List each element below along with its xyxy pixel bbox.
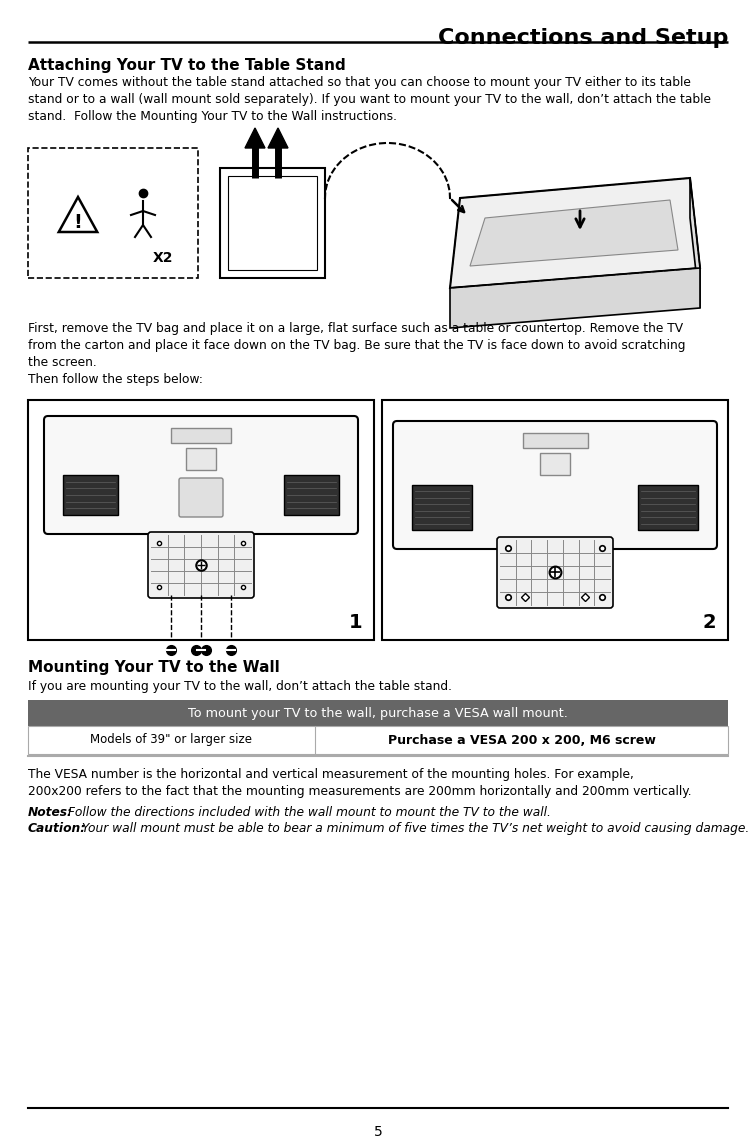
Polygon shape (450, 178, 700, 288)
Polygon shape (268, 128, 288, 147)
Text: Models of 39" or larger size: Models of 39" or larger size (91, 734, 253, 746)
Bar (540, 453, 570, 475)
Text: X2: X2 (153, 251, 173, 265)
Text: 2: 2 (702, 613, 716, 632)
Polygon shape (690, 178, 700, 307)
Text: 5: 5 (373, 1125, 383, 1140)
Bar (186, 448, 216, 470)
FancyBboxPatch shape (393, 421, 717, 549)
Bar (28, 700, 728, 726)
Text: 1: 1 (349, 613, 362, 632)
Text: Your wall mount must be able to bear a minimum of five times the TV’s net weight: Your wall mount must be able to bear a m… (78, 822, 749, 836)
Text: Connections and Setup: Connections and Setup (438, 27, 728, 48)
Bar (382, 400, 728, 640)
Text: Follow the directions included with the wall mount to mount the TV to the wall.: Follow the directions included with the … (64, 806, 551, 820)
FancyBboxPatch shape (497, 537, 613, 608)
Text: Caution:: Caution: (28, 822, 86, 836)
FancyBboxPatch shape (148, 531, 254, 598)
Text: To mount your TV to the wall, purchase a VESA wall mount.: To mount your TV to the wall, purchase a… (188, 706, 568, 719)
Text: The VESA number is the horizontal and vertical measurement of the mounting holes: The VESA number is the horizontal and ve… (28, 768, 692, 798)
Bar (412, 485, 472, 530)
Bar (220, 168, 325, 278)
Text: Your TV comes without the table stand attached so that you can choose to mount y: Your TV comes without the table stand at… (28, 75, 711, 123)
FancyBboxPatch shape (179, 478, 223, 517)
Text: !: ! (73, 214, 82, 232)
FancyBboxPatch shape (44, 416, 358, 534)
Bar (171, 427, 231, 443)
Bar (284, 475, 339, 515)
Text: Attaching Your TV to the Table Stand: Attaching Your TV to the Table Stand (28, 58, 345, 73)
Polygon shape (245, 128, 265, 147)
Text: First, remove the TV bag and place it on a large, flat surface such as a table o: First, remove the TV bag and place it on… (28, 322, 686, 386)
Text: Purchase a VESA 200 x 200, M6 screw: Purchase a VESA 200 x 200, M6 screw (388, 734, 655, 746)
Text: Mounting Your TV to the Wall: Mounting Your TV to the Wall (28, 660, 280, 676)
Bar (28, 726, 728, 754)
Bar (638, 485, 698, 530)
Bar (523, 433, 588, 448)
Polygon shape (470, 200, 678, 266)
Text: If you are mounting your TV to the wall, don’t attach the table stand.: If you are mounting your TV to the wall,… (28, 680, 452, 693)
Bar (28, 400, 374, 640)
Text: Notes:: Notes: (28, 806, 73, 820)
Bar (63, 475, 118, 515)
Bar (228, 176, 317, 270)
Polygon shape (450, 267, 700, 328)
